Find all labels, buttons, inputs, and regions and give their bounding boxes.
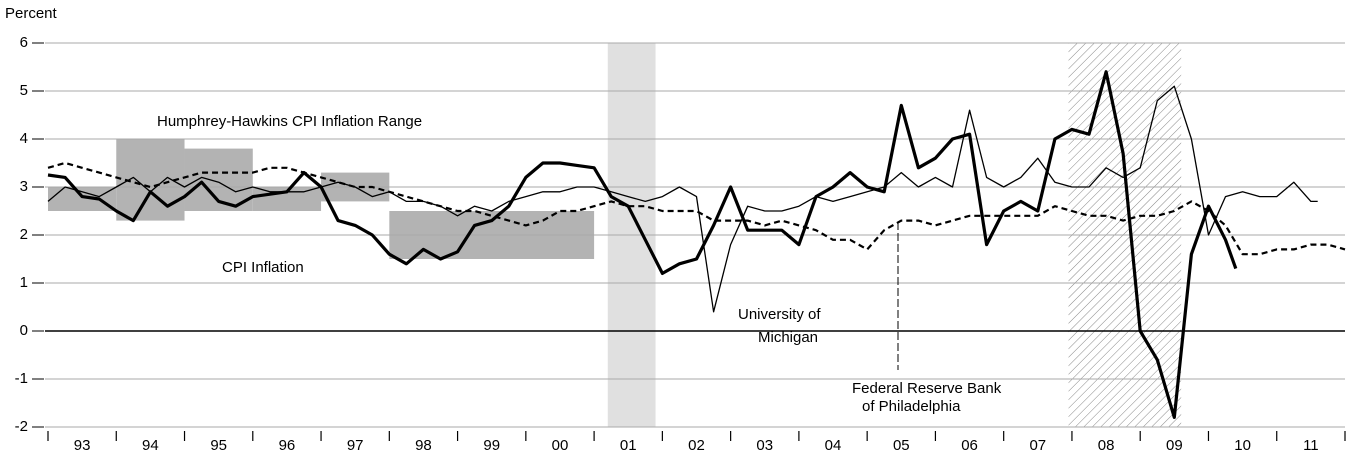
x-tick-label: 11 xyxy=(1303,437,1319,454)
target-range xyxy=(48,187,117,211)
x-tick-label: 10 xyxy=(1234,437,1251,454)
x-tick-label: 95 xyxy=(210,437,227,454)
y-tick-label: -2 xyxy=(15,418,28,435)
annotation: Michigan xyxy=(758,329,818,346)
annotation: of Philadelphia xyxy=(862,398,961,415)
annotation: Humphrey-Hawkins CPI Inflation Range xyxy=(157,113,422,130)
x-tick-label: 04 xyxy=(825,437,842,454)
x-tick-label: 01 xyxy=(620,437,637,454)
x-tick-label: 05 xyxy=(893,437,910,454)
annotation: CPI Inflation xyxy=(222,259,304,276)
y-tick-label: 2 xyxy=(20,226,28,243)
x-tick-label: 98 xyxy=(415,437,432,454)
x-tick-label: 96 xyxy=(279,437,296,454)
x-tick-label: 00 xyxy=(552,437,569,454)
x-tick-label: 03 xyxy=(756,437,773,454)
x-tick-label: 97 xyxy=(347,437,364,454)
y-tick-label: 5 xyxy=(20,82,28,99)
series-line xyxy=(47,161,1346,256)
x-tick-label: 07 xyxy=(1029,437,1046,454)
x-tick-label: 02 xyxy=(688,437,705,454)
y-tick-label: 0 xyxy=(20,322,28,339)
y-tick-label: 4 xyxy=(20,130,28,147)
x-tick-label: 08 xyxy=(1098,437,1115,454)
x-tick-label: 93 xyxy=(74,437,91,454)
series-line xyxy=(47,70,1238,419)
series-line xyxy=(47,85,1318,313)
y-tick-label: 1 xyxy=(20,274,28,291)
x-tick-label: 06 xyxy=(961,437,978,454)
y-axis-label: Percent xyxy=(5,5,58,22)
annotation: University of xyxy=(738,306,821,323)
annotation: Federal Reserve Bank xyxy=(852,380,1002,397)
y-tick-label: 6 xyxy=(20,34,28,51)
y-tick-label: 3 xyxy=(20,178,28,195)
x-tick-label: 99 xyxy=(483,437,500,454)
x-tick-label: 09 xyxy=(1166,437,1183,454)
x-tick-label: 94 xyxy=(142,437,159,454)
y-tick-label: -1 xyxy=(15,370,28,387)
